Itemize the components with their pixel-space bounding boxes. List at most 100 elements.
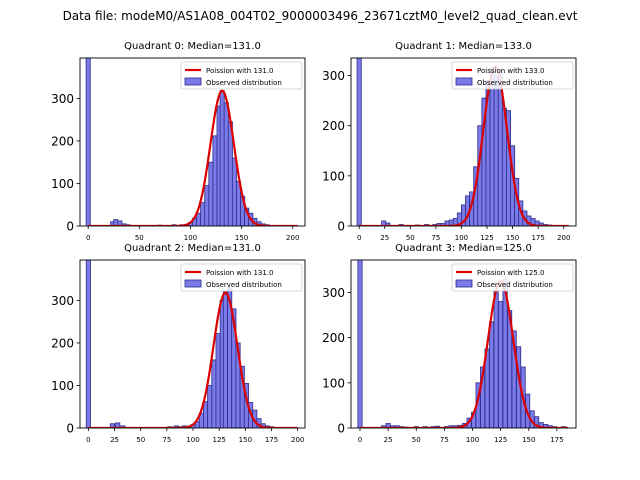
- x-tick-label: 100: [455, 234, 468, 242]
- x-tick-label: 100: [184, 234, 197, 242]
- x-tick-label: 25: [380, 234, 389, 242]
- y-tick-label: 300: [322, 286, 345, 300]
- legend-bar-swatch: [184, 279, 202, 288]
- x-tick-label: 125: [212, 436, 225, 444]
- panel-title: Quadrant 0: Median=131.0: [124, 41, 261, 52]
- plot-area: [356, 58, 569, 226]
- y-tick-label: 0: [66, 422, 74, 436]
- poisson-fit-line: [360, 279, 569, 428]
- histogram-bar: [196, 212, 202, 226]
- histogram-bar: [117, 220, 123, 226]
- histogram-bar-overflow: [85, 260, 91, 428]
- histogram-bar: [219, 90, 225, 226]
- x-tick-label: 75: [162, 436, 171, 444]
- panel-title: Quadrant 3: Median=125.0: [395, 243, 532, 254]
- legend-observed-label: Observed distribution: [206, 79, 282, 87]
- histogram-bar: [493, 75, 499, 226]
- legend-box: [451, 263, 574, 292]
- y-tick-label: 300: [322, 69, 345, 83]
- panel-title: Quadrant 2: Median=131.0: [124, 243, 261, 254]
- x-tick-label: 150: [506, 234, 519, 242]
- x-tick-label: 25: [110, 436, 119, 444]
- histogram-bar: [200, 202, 206, 226]
- histogram-bar: [489, 321, 495, 428]
- x-tick-label: 0: [86, 234, 90, 242]
- x-tick-label: 175: [531, 234, 544, 242]
- chart-panel-1: Quadrant 1: Median=133.0 0 25 50 75 100 125 150…: [322, 41, 577, 242]
- plot-area: [85, 260, 298, 428]
- x-tick-label: 0: [357, 234, 361, 242]
- x-tick-label: 25: [384, 436, 393, 444]
- legend-observed-label: Observed distribution: [477, 281, 553, 289]
- legend-bar-swatch: [455, 279, 473, 288]
- y-tick-label: 100: [322, 169, 345, 183]
- legend-box: [180, 61, 303, 90]
- histogram-bar: [208, 161, 214, 226]
- histogram-bar: [212, 135, 218, 226]
- poisson-fit-line: [88, 291, 298, 428]
- y-tick-label: 100: [51, 177, 74, 191]
- y-tick-label: 200: [322, 331, 345, 345]
- legend-fit-label: Poission with 133.0: [477, 67, 545, 75]
- legend-observed-label: Observed distribution: [477, 79, 553, 87]
- histogram-bar: [204, 185, 210, 226]
- panel-title: Quadrant 1: Median=133.0: [395, 41, 532, 52]
- legend-fit-label: Poission with 131.0: [206, 269, 274, 277]
- histogram-bar-overflow: [356, 58, 362, 226]
- x-tick-label: 50: [136, 436, 145, 444]
- histogram-bar: [222, 291, 229, 428]
- histogram-bar: [498, 301, 504, 428]
- chart-panel-3: Quadrant 3: Median=125.0 0 25 50 75 100 125 150…: [322, 243, 577, 444]
- histogram-bar: [493, 289, 499, 428]
- histogram-bar-overflow: [357, 260, 363, 428]
- x-tick-label: 0: [358, 436, 362, 444]
- legend: Poission with 125.0 Observed distribution: [451, 263, 574, 292]
- histogram-bar: [223, 102, 229, 226]
- y-tick-label: 300: [51, 92, 74, 106]
- histogram-bar: [207, 385, 213, 428]
- legend-fit-label: Poission with 131.0: [206, 67, 274, 75]
- poisson-fit-line: [359, 65, 569, 226]
- legend-fit-label: Poission with 125.0: [477, 269, 545, 277]
- x-tick-label: 0: [86, 436, 90, 444]
- histogram-bar: [231, 157, 237, 226]
- y-tick-label: 0: [337, 220, 345, 234]
- x-tick-label: 75: [431, 234, 440, 242]
- y-tick-label: 200: [51, 134, 74, 148]
- legend-bar-swatch: [455, 77, 473, 86]
- y-tick-label: 100: [322, 376, 345, 390]
- x-tick-label: 200: [557, 234, 570, 242]
- axes-frame: [79, 57, 306, 227]
- x-tick-label: 50: [135, 234, 144, 242]
- axes-frame: [350, 57, 577, 227]
- histogram-bar: [211, 359, 217, 428]
- histogram-bar: [227, 121, 233, 226]
- chart-panel-2: Quadrant 2: Median=131.0 0 25 50 75 100 125 150…: [51, 243, 306, 444]
- histogram-bar-overflow: [85, 58, 91, 226]
- legend-bar-swatch: [184, 77, 202, 86]
- figure-title: Data file: modeM0/AS1A08_004T02_90000034…: [63, 9, 578, 23]
- x-tick-label: 175: [550, 436, 563, 444]
- y-tick-label: 200: [51, 336, 74, 350]
- x-tick-label: 125: [494, 436, 507, 444]
- x-tick-label: 175: [265, 436, 278, 444]
- legend-box: [451, 61, 574, 90]
- y-tick-label: 200: [322, 119, 345, 133]
- axes-frame: [79, 259, 306, 429]
- legend-box: [180, 263, 303, 292]
- x-tick-label: 100: [466, 436, 479, 444]
- legend: Poission with 131.0 Observed distribution: [180, 263, 303, 292]
- legend-observed-label: Observed distribution: [206, 281, 282, 289]
- x-tick-label: 150: [239, 436, 252, 444]
- legend: Poission with 133.0 Observed distribution: [451, 61, 574, 90]
- y-tick-label: 0: [337, 422, 345, 436]
- x-tick-label: 75: [440, 436, 449, 444]
- x-tick-label: 200: [291, 436, 304, 444]
- x-tick-label: 50: [412, 436, 421, 444]
- legend: Poission with 131.0 Observed distribution: [180, 61, 303, 90]
- y-tick-label: 0: [66, 220, 74, 234]
- histogram-bar: [215, 333, 221, 428]
- x-tick-label: 200: [286, 234, 299, 242]
- poisson-fit-line: [88, 89, 298, 226]
